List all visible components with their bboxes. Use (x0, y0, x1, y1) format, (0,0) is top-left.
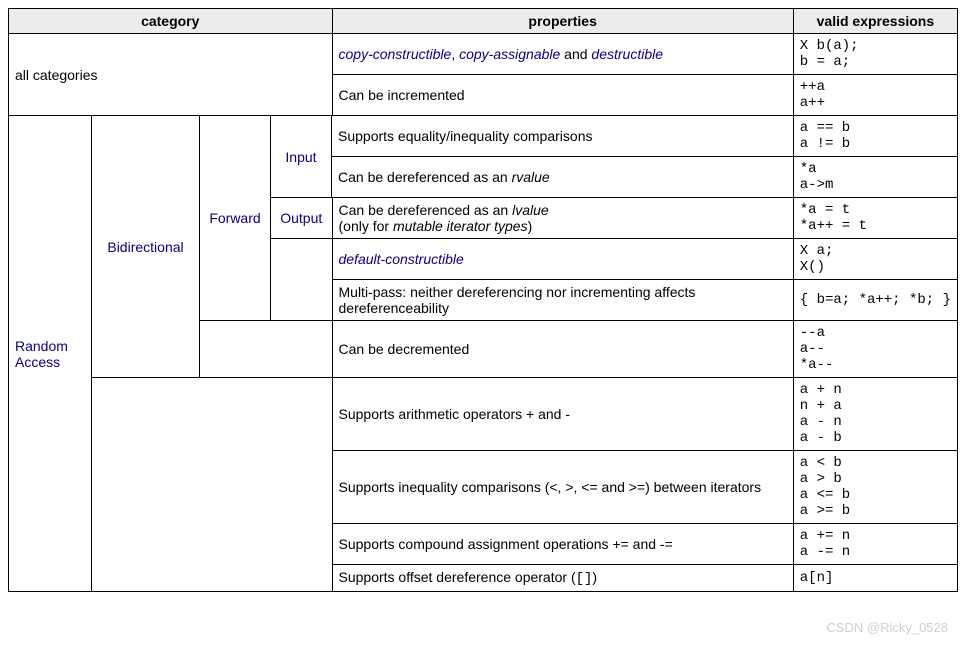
cell-forward[interactable]: Forward (200, 116, 271, 321)
header-properties: properties (332, 9, 793, 34)
cell-random-access[interactable]: Random Access (9, 116, 92, 592)
cell-expr: a += n a -= n (793, 524, 957, 565)
cell-property: Can be incremented (332, 75, 793, 116)
cell-expr: ++a a++ (793, 75, 957, 116)
text: ) (592, 569, 597, 585)
cell-property: default-constructible (332, 239, 793, 280)
cell-expr: a < b a > b a <= b a >= b (793, 451, 957, 524)
cell-expr: X a; X() (793, 239, 957, 280)
text: (only for (339, 218, 393, 234)
cell-property: Multi-pass: neither dereferencing nor in… (332, 280, 793, 321)
text: and (560, 46, 591, 62)
link-copy-assignable[interactable]: copy-assignable (459, 46, 560, 62)
cell-property: Supports inequality comparisons (<, >, <… (332, 451, 793, 524)
cell-expr: a + n n + a a - n a - b (793, 378, 957, 451)
table-row: Supports arithmetic operators + and - a … (9, 378, 958, 451)
text: ) (528, 218, 533, 234)
link-destructible[interactable]: destructible (591, 46, 663, 62)
cell-property: Supports offset dereference operator ([]… (332, 565, 793, 592)
cell-property: Can be decremented (332, 321, 793, 378)
text-brackets: [] (576, 571, 593, 587)
text-rvalue: rvalue (512, 169, 550, 185)
cell-expr: *a = t *a++ = t (793, 198, 957, 239)
cell-property: Supports arithmetic operators + and - (332, 378, 793, 451)
cell-output[interactable]: Output (271, 198, 333, 239)
header-valid-expr: valid expressions (793, 9, 957, 34)
text: Can be dereferenced as an (339, 202, 513, 218)
cell-expr: { b=a; *a++; *b; } (793, 280, 957, 321)
cell-bidirectional[interactable]: Bidirectional (92, 116, 200, 378)
cell-property: copy-constructible, copy-assignable and … (332, 34, 793, 75)
table-row: all categories copy-constructible, copy-… (9, 34, 958, 75)
cell-property: Supports compound assignment operations … (332, 524, 793, 565)
cell-property: Can be dereferenced as an rvalue (332, 157, 793, 198)
cell-property: Can be dereferenced as an lvalue (only f… (332, 198, 793, 239)
text-lvalue: lvalue (512, 202, 549, 218)
watermark-text: CSDN @Ricky_0528 (826, 620, 948, 635)
cell-input[interactable]: Input (271, 116, 332, 198)
text-mutable: mutable iterator types (393, 218, 528, 234)
cell-expr: --a a-- *a-- (793, 321, 957, 378)
cell-expr: *a a->m (793, 157, 957, 198)
text: , (451, 46, 459, 62)
cell-expr: a == b a != b (793, 116, 957, 157)
text: Supports offset dereference operator ( (339, 569, 576, 585)
cell-property: Supports equality/inequality comparisons (332, 116, 793, 157)
table-header-row: category properties valid expressions (9, 9, 958, 34)
cell-expr: a[n] (793, 565, 957, 592)
link-copy-constructible[interactable]: copy-constructible (339, 46, 452, 62)
cell-all-categories: all categories (9, 34, 333, 116)
table-row: Random Access Bidirectional Forward Inpu… (9, 116, 958, 157)
link-default-constructible[interactable]: default-constructible (339, 251, 464, 267)
header-category: category (9, 9, 333, 34)
iterator-category-table: category properties valid expressions al… (8, 8, 958, 592)
cell-expr: X b(a); b = a; (793, 34, 957, 75)
text: Can be dereferenced as an (338, 169, 512, 185)
